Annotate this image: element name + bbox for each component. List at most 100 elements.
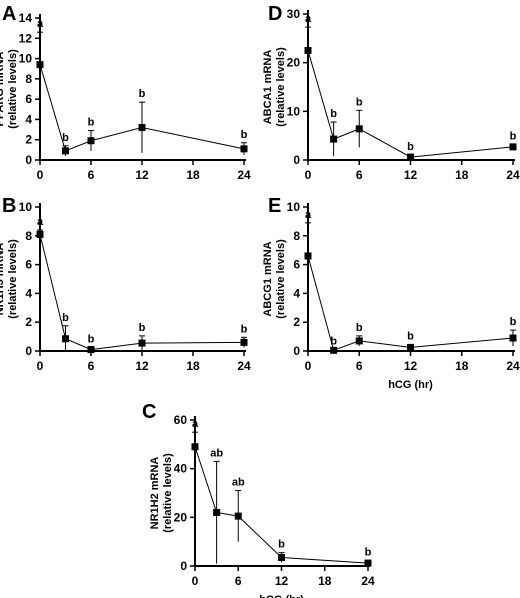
data-point-c <box>364 559 372 567</box>
x-tick-label-b: 6 <box>88 359 95 373</box>
x-tick-label-a: 6 <box>88 168 95 182</box>
y-tick-label-b: 4 <box>25 286 32 300</box>
x-tick-label-a: 24 <box>237 168 251 182</box>
sig-label-d: b <box>510 130 517 142</box>
sig-label-c: ab <box>210 447 223 459</box>
y-axis-label-c: NR1H2 mRNA(relative levels) <box>149 453 174 533</box>
x-tick-label-b: 0 <box>37 359 44 373</box>
x-tick-label-d: 18 <box>455 168 469 182</box>
y-tick-label-a: 12 <box>19 31 33 45</box>
sig-label-e: b <box>407 331 414 343</box>
sig-label-a: b <box>88 117 95 129</box>
y-tick-label-d: 10 <box>287 104 301 118</box>
data-point-b <box>62 335 69 343</box>
data-point-c <box>278 553 285 561</box>
y-tick-label-a: 8 <box>25 72 32 86</box>
x-tick-label-c: 18 <box>318 574 332 588</box>
sig-label-c: ab <box>232 477 245 489</box>
x-axis-label-c: hCG (hr) <box>259 594 304 598</box>
y-axis-label-line: ABCA1 mRNA <box>262 50 274 125</box>
y-axis-label-e: ABCG1 mRNA(relative levels) <box>262 239 287 319</box>
data-point-a <box>138 124 146 132</box>
y-tick-label-c: 40 <box>174 462 188 476</box>
x-tick-label-b: 12 <box>135 359 149 373</box>
y-axis-label-line: PPARG mRNA <box>0 51 6 126</box>
y-tick-label-b: 2 <box>25 315 32 329</box>
sig-label-b: b <box>88 333 95 345</box>
data-point-a <box>240 145 248 153</box>
panel-letter-a: A <box>2 3 16 25</box>
sig-label-e: b <box>330 336 337 348</box>
y-tick-label-e: 10 <box>287 200 301 214</box>
data-point-e <box>304 252 312 260</box>
sig-label-e: b <box>510 316 517 328</box>
data-point-e <box>355 337 363 345</box>
sig-label-c: b <box>365 547 372 559</box>
sig-label-a: b <box>241 129 248 141</box>
y-axis-label-b: NR1H3 mRNA(relative levels) <box>0 239 19 319</box>
sig-label-a: a <box>37 18 44 30</box>
y-tick-label-c: 0 <box>180 559 187 573</box>
data-point-b <box>138 339 146 347</box>
y-axis-label-line: ABCG1 mRNA <box>262 241 274 316</box>
x-tick-label-e: 24 <box>506 359 520 373</box>
data-point-b <box>36 230 44 238</box>
y-axis-label-a: PPARG mRNA(relative levels) <box>0 49 19 129</box>
x-tick-label-d: 6 <box>356 168 363 182</box>
data-point-a <box>36 61 44 69</box>
y-tick-label-c: 60 <box>174 413 188 427</box>
data-point-e <box>330 346 338 354</box>
sig-label-e: b <box>356 322 363 334</box>
y-tick-label-e: 6 <box>293 258 300 272</box>
data-point-a <box>62 147 69 155</box>
sig-label-b: b <box>139 322 146 334</box>
panel-c: C 0 20 40 60 0 6 12 18 24 NR1H2 mRNA(relative leve… <box>142 401 375 598</box>
data-point-d <box>407 153 414 161</box>
data-point-d <box>355 125 363 133</box>
y-tick-label-b: 6 <box>25 258 32 272</box>
y-tick-label-b: 10 <box>19 200 33 214</box>
x-axis-label-e: hCG (hr) <box>388 379 433 391</box>
sig-label-d: a <box>305 13 312 25</box>
sig-label-b: a <box>37 216 44 228</box>
y-axis-label-line: (relative levels) <box>7 239 19 319</box>
sig-label-e: a <box>305 209 312 221</box>
sig-label-b: b <box>62 312 69 324</box>
data-point-c <box>213 508 221 516</box>
panel-d: D 0 10 20 30 0 6 12 18 24 ABCA1 mRNA(relative leve… <box>262 3 520 182</box>
x-tick-label-a: 0 <box>37 168 44 182</box>
sig-label-a: b <box>139 88 146 100</box>
x-tick-label-b: 24 <box>237 359 251 373</box>
y-tick-label-a: 0 <box>25 153 32 167</box>
y-tick-label-e: 0 <box>293 344 300 358</box>
data-point-b <box>240 338 248 346</box>
y-tick-label-c: 20 <box>174 510 188 524</box>
sig-label-c: b <box>278 539 285 551</box>
x-tick-label-a: 12 <box>135 168 149 182</box>
x-tick-label-c: 0 <box>192 574 199 588</box>
x-tick-label-b: 18 <box>186 359 200 373</box>
panel-letter-e: E <box>268 195 281 217</box>
x-tick-label-c: 6 <box>235 574 242 588</box>
y-tick-label-a: 2 <box>25 133 32 147</box>
data-point-d <box>304 47 312 54</box>
data-point-c <box>234 512 242 520</box>
sig-label-a: b <box>62 132 69 144</box>
y-tick-label-b: 0 <box>25 344 32 358</box>
panel-letter-c: C <box>142 401 156 423</box>
y-axis-label-line: (relative levels) <box>275 239 287 319</box>
y-axis-label-line: NR1H3 mRNA <box>0 243 6 316</box>
x-tick-label-e: 6 <box>356 359 363 373</box>
y-tick-label-a: 14 <box>19 11 33 25</box>
sig-label-d: b <box>407 141 414 153</box>
y-tick-label-b: 8 <box>25 229 32 243</box>
sig-label-d: b <box>356 96 363 108</box>
y-axis-label-line: (relative levels) <box>275 47 287 127</box>
y-tick-label-e: 2 <box>293 315 300 329</box>
x-tick-label-c: 12 <box>275 574 289 588</box>
panel-letter-d: D <box>268 3 282 25</box>
y-tick-label-d: 20 <box>287 56 301 70</box>
